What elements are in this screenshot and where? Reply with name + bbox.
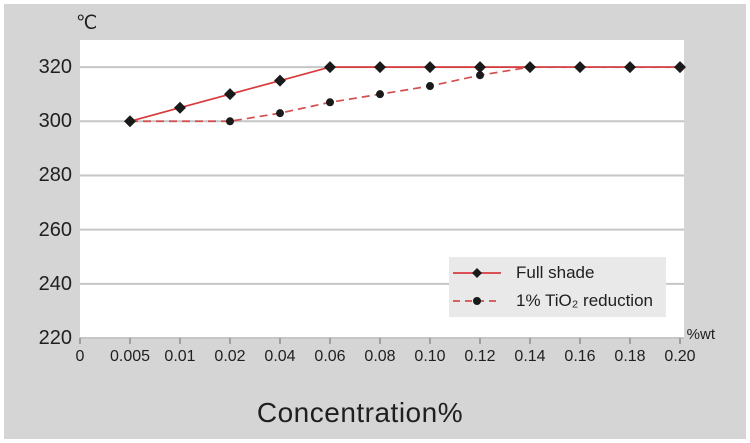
- legend-label: Full shade: [516, 263, 595, 282]
- y-tick-label: 300: [38, 110, 72, 133]
- x-tick-label: 0: [75, 348, 85, 365]
- y-tick-label: 260: [38, 218, 72, 241]
- x-tick-mark: [679, 338, 681, 344]
- legend-swatch: [453, 268, 501, 278]
- x-tick-label: 0.06: [314, 348, 346, 365]
- diamond-marker-icon: [472, 268, 482, 278]
- legend: Full shade 1% TiO₂ reduction: [449, 257, 666, 317]
- diamond-marker: [574, 61, 586, 74]
- diamond-marker: [124, 115, 136, 128]
- x-tick-mark: [129, 338, 131, 344]
- x-tick-label: 0.02: [214, 348, 246, 365]
- x-tick-label: 0.01: [164, 348, 196, 365]
- legend-swatch: [453, 297, 501, 305]
- circle-marker: [276, 109, 284, 118]
- x-tick-label: 0.005: [109, 348, 151, 365]
- y-tick-label: 320: [38, 56, 72, 79]
- series-line-solid: [129, 66, 680, 123]
- x-tick-label: 0.04: [264, 348, 296, 365]
- diamond-marker: [474, 61, 486, 74]
- x-tick-mark: [529, 338, 531, 344]
- circle-marker: [376, 90, 384, 99]
- y-tick-label: 220: [38, 327, 72, 349]
- circle-marker: [476, 71, 484, 80]
- y-tick-label: 240: [38, 272, 72, 295]
- x-tick-label: 0.18: [614, 348, 646, 365]
- diamond-marker: [274, 74, 286, 87]
- x-tick-mark: [579, 338, 581, 344]
- x-tick-mark: [329, 338, 331, 344]
- x-tick-mark: [79, 338, 81, 344]
- x-tick-label: 0.14: [514, 348, 546, 365]
- diamond-marker: [224, 88, 236, 101]
- diamond-marker: [424, 61, 436, 74]
- circle-marker-icon: [473, 297, 481, 305]
- x-tick-label: 0.20: [664, 348, 696, 365]
- diamond-marker: [524, 61, 536, 74]
- x-tick-mark: [629, 338, 631, 344]
- diamond-marker: [174, 101, 186, 114]
- diamond-marker: [674, 61, 686, 74]
- x-tick-mark: [179, 338, 181, 344]
- legend-label: 1% TiO₂ reduction: [516, 291, 653, 310]
- y-tick-label: 280: [38, 164, 72, 187]
- x-tick-mark: [229, 338, 231, 344]
- legend-entry: Full shade: [449, 261, 666, 285]
- diamond-marker: [374, 61, 386, 74]
- x-tick-mark: [429, 338, 431, 344]
- series-line-dashed: [130, 66, 680, 123]
- x-tick-mark: [379, 338, 381, 344]
- x-tick-mark: [479, 338, 481, 344]
- x-tick-mark: [279, 338, 281, 344]
- x-tick-label: 0.10: [414, 348, 446, 365]
- circle-marker: [426, 82, 434, 91]
- x-tick-label: 0.16: [564, 348, 596, 365]
- x-axis-unit-label: %wt: [686, 326, 715, 343]
- x-tick-label: 0.08: [364, 348, 396, 365]
- circle-marker: [326, 98, 334, 107]
- x-axis-title: Concentration%: [256, 397, 464, 428]
- x-tick-label: 0.12: [464, 348, 496, 365]
- diamond-marker: [324, 61, 336, 74]
- legend-entry: 1% TiO₂ reduction: [449, 289, 666, 313]
- y-axis-unit-label: ℃: [76, 13, 98, 34]
- diamond-marker: [624, 61, 636, 74]
- circle-marker: [226, 117, 234, 126]
